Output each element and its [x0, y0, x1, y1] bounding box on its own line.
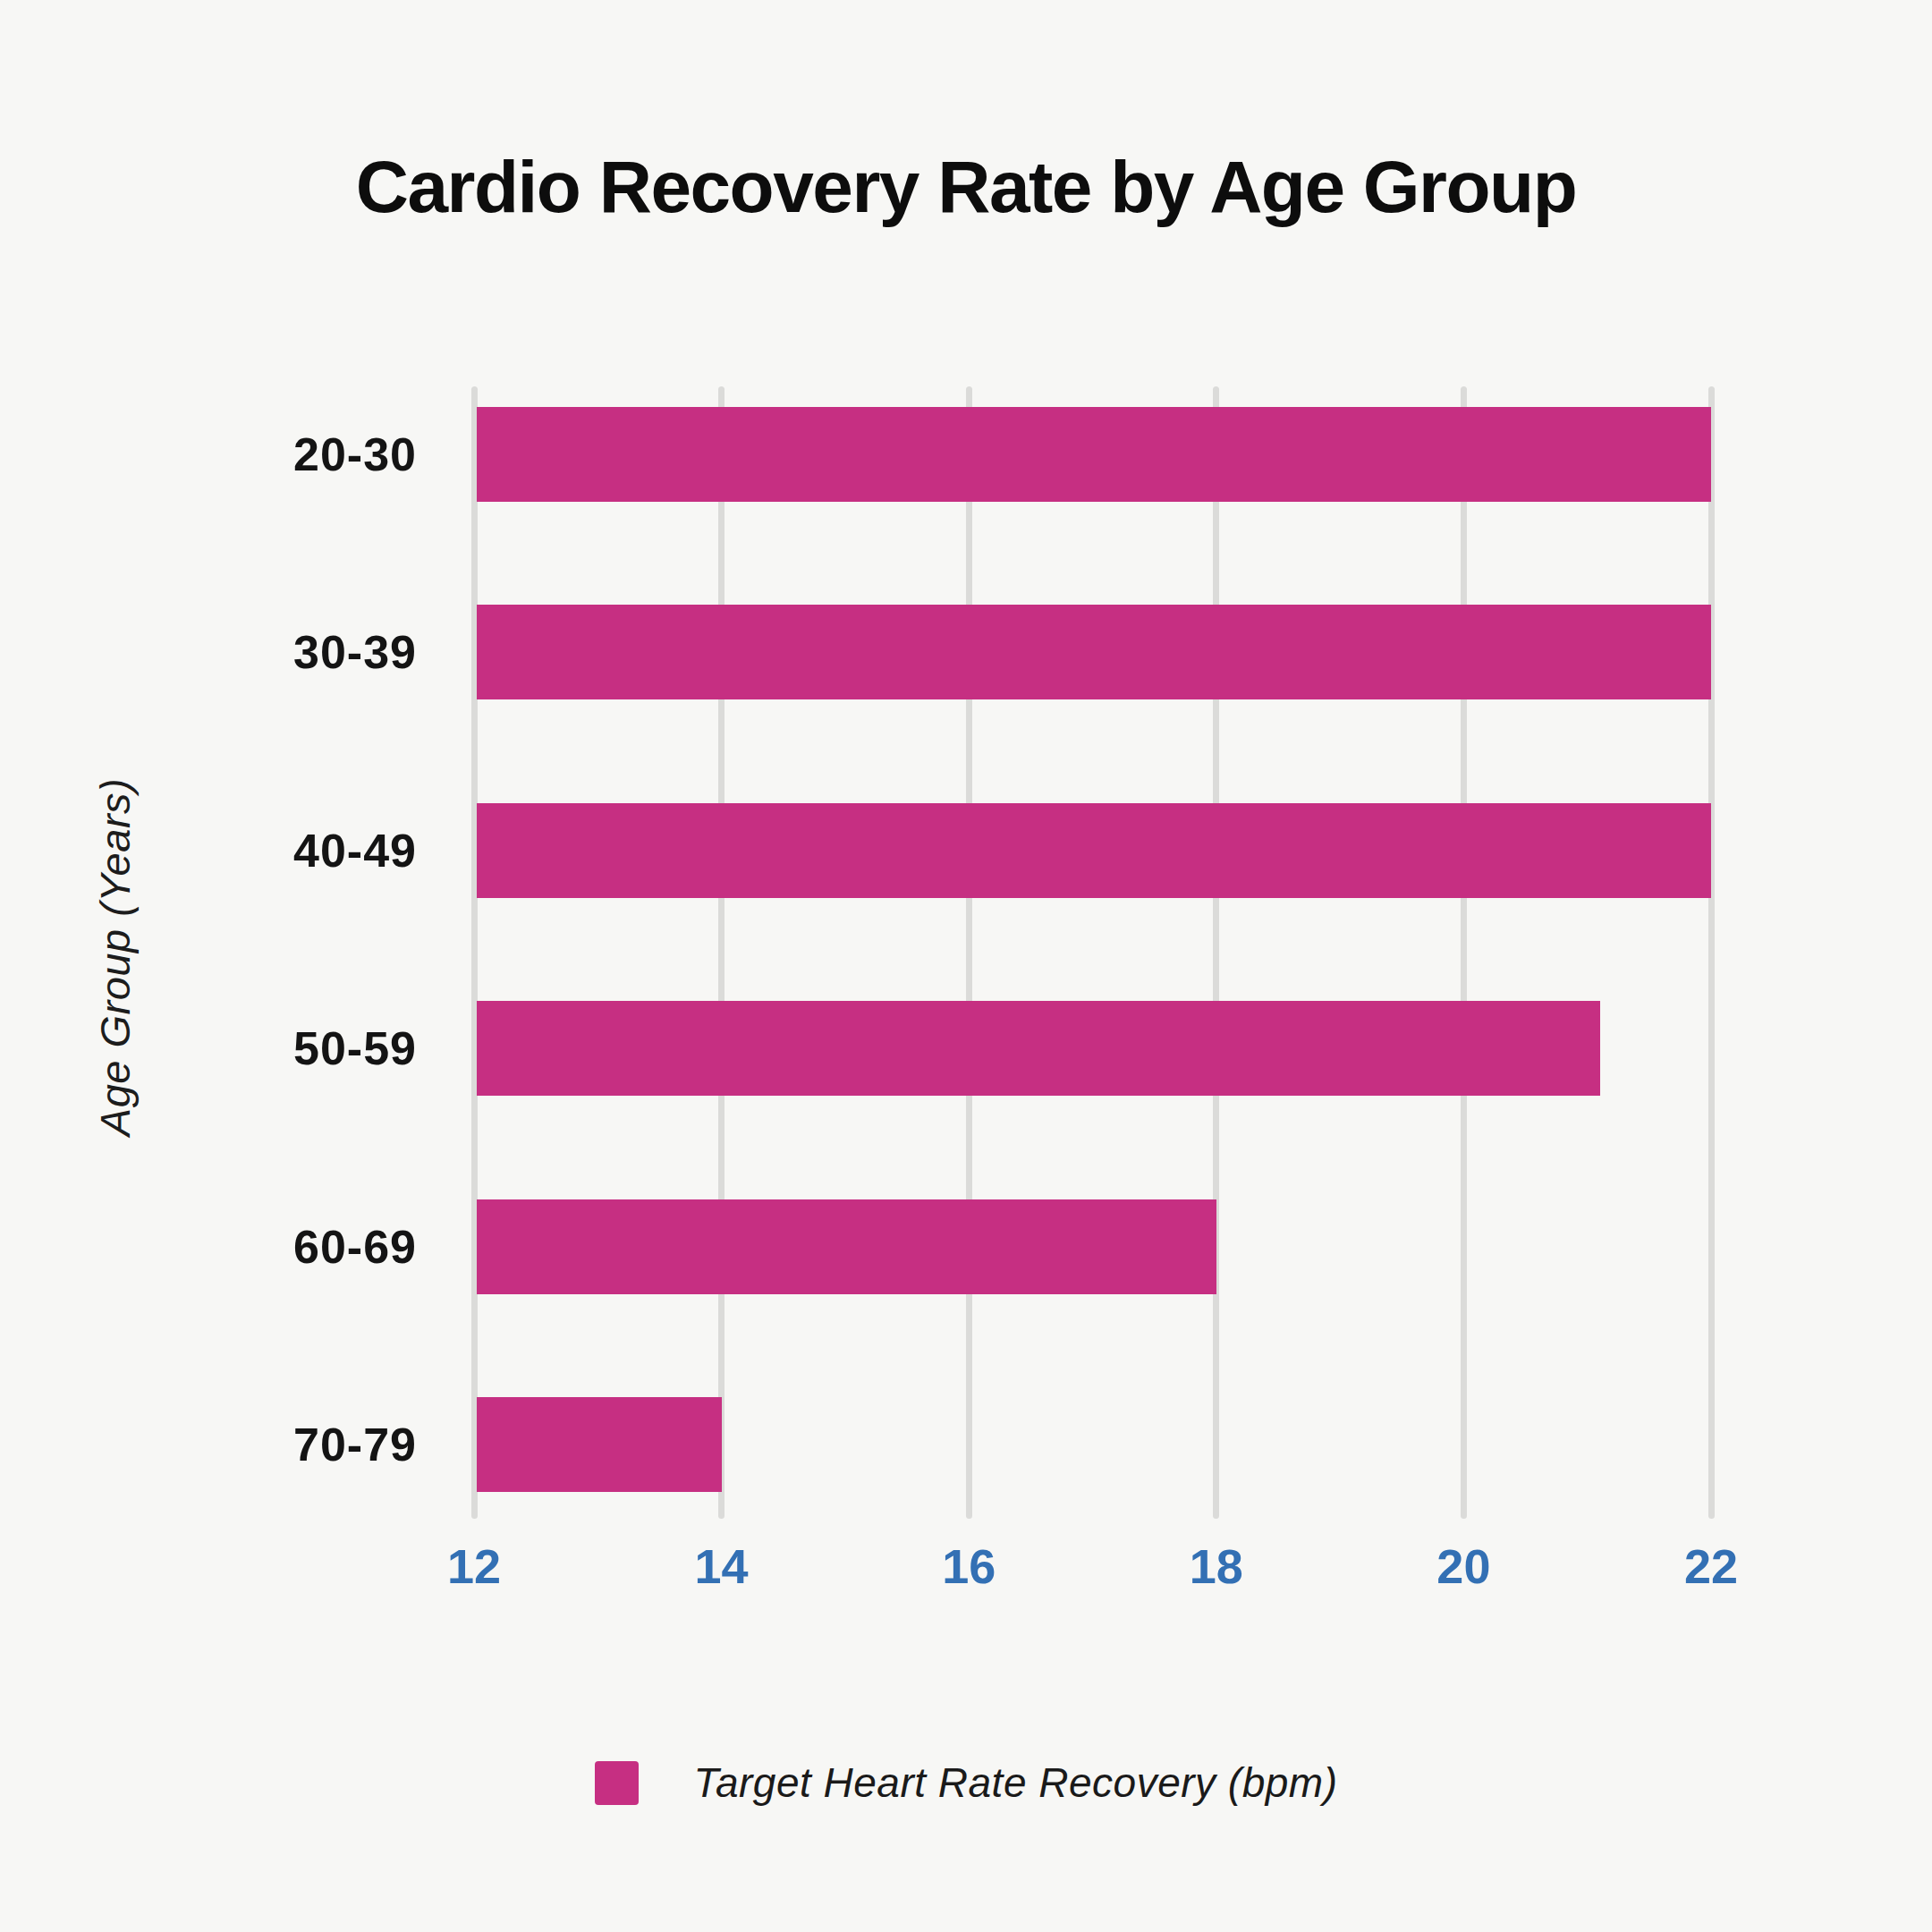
gridline-16	[966, 386, 972, 1519]
y-axis-label-60-69: 60-69	[0, 1199, 417, 1294]
gridline-12	[471, 386, 478, 1519]
y-axis-title: Age Group (Years)	[90, 778, 140, 1136]
bar-20-30	[477, 407, 1711, 502]
bar-70-79	[477, 1397, 722, 1492]
y-axis-label-30-39: 30-39	[0, 605, 417, 699]
bar-60-69	[477, 1199, 1216, 1294]
x-axis-tick-label-14: 14	[632, 1542, 811, 1590]
x-axis-tick-label-12: 12	[385, 1542, 564, 1590]
gridline-20	[1461, 386, 1467, 1519]
legend-label: Target Heart Rate Recovery (bpm)	[694, 1761, 1338, 1805]
bar-30-39	[477, 605, 1711, 699]
bar-40-49	[477, 803, 1711, 898]
bar-50-59	[477, 1001, 1600, 1096]
chart-canvas: Cardio Recovery Rate by Age Group 20-30 3…	[0, 0, 1932, 1932]
y-axis-label-50-59: 50-59	[0, 1001, 417, 1096]
gridline-22	[1708, 386, 1715, 1519]
y-axis-label-20-30: 20-30	[0, 407, 417, 502]
x-axis-tick-label-20: 20	[1374, 1542, 1553, 1590]
x-axis-tick-label-16: 16	[879, 1542, 1058, 1590]
gridline-14	[718, 386, 724, 1519]
legend-swatch-icon	[595, 1761, 639, 1805]
x-axis-tick-label-18: 18	[1127, 1542, 1306, 1590]
y-axis-label-40-49: 40-49	[0, 803, 417, 898]
x-axis-tick-label-22: 22	[1622, 1542, 1801, 1590]
gridline-18	[1213, 386, 1219, 1519]
y-axis-label-70-79: 70-79	[0, 1397, 417, 1492]
chart-title: Cardio Recovery Rate by Age Group	[0, 150, 1932, 224]
legend: Target Heart Rate Recovery (bpm)	[0, 1761, 1932, 1805]
